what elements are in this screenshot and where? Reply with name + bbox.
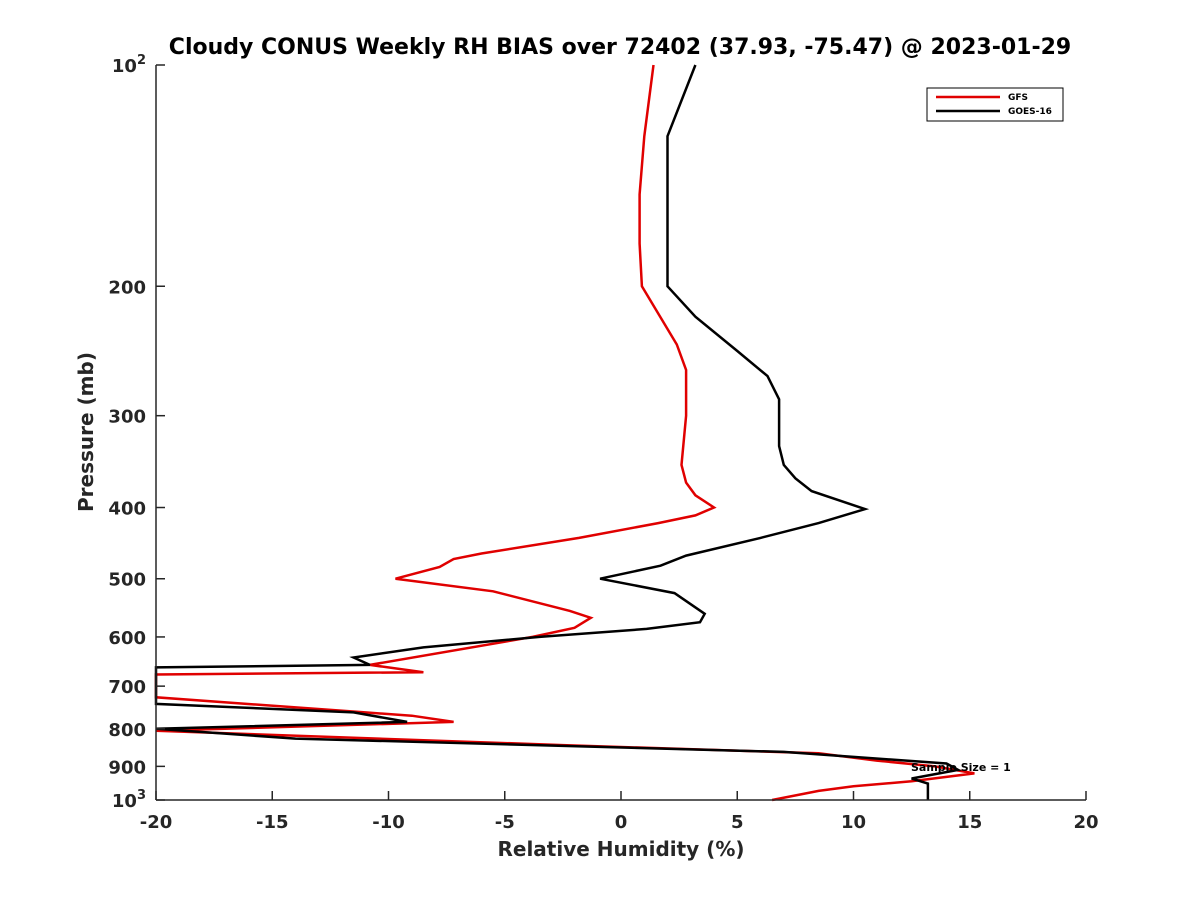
legend: GFS GOES-16 — [926, 87, 1064, 122]
series-line-gfs — [154, 64, 975, 802]
x-tick-label: -20 — [140, 812, 173, 833]
y-tick-label: 800 — [108, 720, 146, 741]
y-tick-label: 900 — [108, 757, 146, 778]
series-line-goes16 — [154, 64, 962, 800]
y-tick-label: 200 — [108, 277, 146, 298]
chart-title: Cloudy CONUS Weekly RH BIAS over 72402 (… — [169, 35, 1071, 60]
x-tick-label: -10 — [372, 812, 405, 833]
y-tick-label: 700 — [108, 677, 146, 698]
sample-size-annotation: Sample Size = 1 — [911, 761, 1011, 774]
y-tick-label: 400 — [108, 499, 146, 520]
x-tick-label: -15 — [256, 812, 289, 833]
y-axis-ticks: 102 200 300 400 500 600 700 800 900 103 — [108, 53, 165, 812]
y-tick-label: 600 — [108, 628, 146, 649]
x-axis-label: Relative Humidity (%) — [497, 837, 744, 861]
x-tick-label: 0 — [615, 812, 628, 833]
x-tick-label: 15 — [957, 812, 982, 833]
y-axis-label: Pressure (mb) — [74, 352, 98, 512]
legend-label-goes16: GOES-16 — [1008, 107, 1052, 117]
y-tick-label: 300 — [108, 407, 146, 428]
x-axis-ticks: -20 -15 -10 -5 0 5 10 15 20 — [140, 791, 1099, 833]
x-tick-label: 20 — [1073, 812, 1098, 833]
y-tick-label: 103 — [112, 788, 146, 812]
legend-label-gfs: GFS — [1008, 93, 1028, 103]
legend-box — [926, 87, 1064, 122]
y-tick-label: 500 — [108, 570, 146, 591]
x-tick-label: 10 — [841, 812, 866, 833]
plot-area — [154, 64, 975, 802]
y-tick-label: 102 — [112, 53, 146, 77]
x-tick-label: 5 — [731, 812, 744, 833]
x-tick-label: -5 — [495, 812, 515, 833]
